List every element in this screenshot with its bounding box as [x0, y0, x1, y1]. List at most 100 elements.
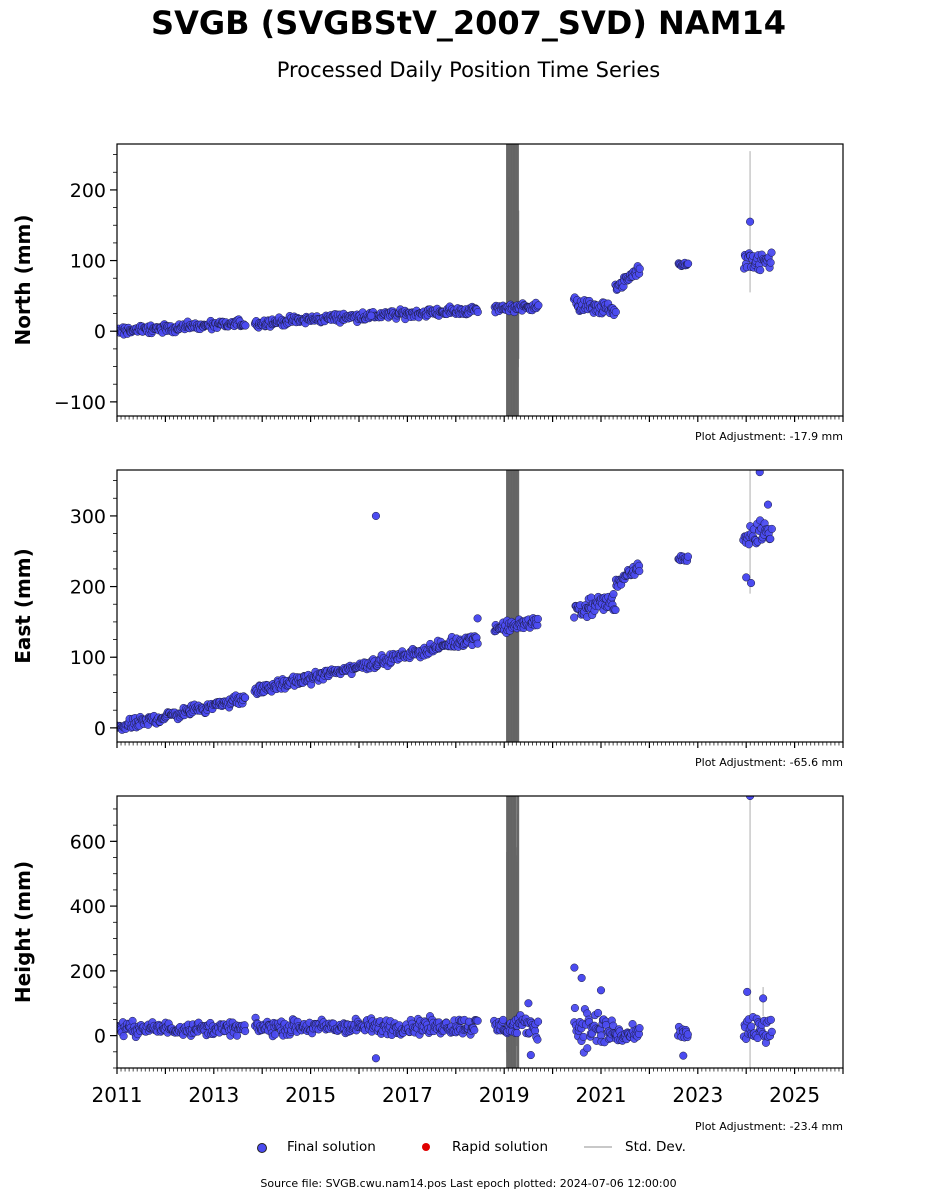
data-point: [533, 1035, 542, 1044]
outlier-point: [755, 470, 764, 477]
plot-area: [117, 470, 776, 742]
x-tick-label: 2025: [769, 1083, 820, 1107]
y-axis-label: East (mm): [11, 548, 35, 664]
y-axis-label: North (mm): [11, 214, 35, 345]
x-tick-label: 2011: [92, 1083, 143, 1107]
x-tick-label: 2023: [672, 1083, 723, 1107]
data-point: [473, 639, 482, 648]
panel-1: −100 0 100 200 North (mm) Plot Adjustment: -1…: [11, 143, 844, 443]
data-point: [766, 534, 775, 543]
rapid-solution-label: Rapid solution: [452, 1139, 548, 1155]
data-point: [499, 1015, 508, 1024]
outlier-point: [742, 573, 751, 582]
outlier-point: [570, 963, 579, 972]
data-point: [241, 693, 250, 702]
x-tick-label: 2015: [285, 1083, 336, 1107]
y-tick-label: 0: [94, 718, 106, 740]
plot-adjustment-label: Plot Adjustment: -65.6 mm: [695, 756, 843, 769]
y-tick-label: 600: [70, 831, 106, 853]
y-tick-label: 0: [94, 321, 106, 343]
outlier-point: [577, 973, 586, 983]
plot-area: [117, 796, 776, 1068]
plot-area: [117, 144, 776, 416]
data-points: [117, 470, 776, 734]
outlier-point: [596, 986, 606, 995]
x-tick-label: 2019: [479, 1083, 530, 1107]
y-tick-label: 300: [70, 506, 106, 528]
outlier-point: [763, 500, 773, 509]
data-point: [611, 605, 620, 615]
data-point: [570, 613, 579, 622]
data-point: [635, 264, 644, 273]
data-point: [593, 1008, 603, 1017]
panel-3: 0 200 400 600 2011 2013 2015 2017 2019 2021 2023 20…: [11, 795, 844, 1133]
outlier-point: [746, 578, 756, 588]
y-tick-label: 100: [70, 647, 106, 669]
data-point: [241, 321, 250, 330]
x-tick-label: 2017: [382, 1083, 433, 1107]
data-points: [117, 217, 776, 339]
data-point: [766, 1015, 775, 1024]
data-point: [241, 1027, 250, 1036]
x-tick-label: 2021: [576, 1083, 627, 1107]
y-tick-label: 200: [70, 180, 106, 202]
data-point: [767, 524, 776, 533]
data-point: [766, 258, 775, 267]
data-point: [470, 1026, 479, 1035]
outlier-point: [367, 311, 376, 320]
outlier-point: [524, 999, 533, 1008]
outlier-point: [526, 1050, 535, 1060]
y-axis-label: Height (mm): [11, 861, 35, 1003]
y-tick-label: 200: [70, 577, 106, 599]
outlier-point: [371, 511, 380, 520]
data-point: [747, 1022, 756, 1031]
data-point: [609, 590, 618, 599]
x-tick-label: 2013: [188, 1083, 239, 1107]
y-tick-label: 400: [70, 896, 106, 918]
data-point: [271, 1030, 280, 1039]
plot-adjustment-label: Plot Adjustment: -17.9 mm: [695, 430, 843, 443]
outlier-point: [679, 1051, 688, 1060]
data-point: [635, 567, 644, 576]
outlier-point: [473, 614, 482, 623]
outlier-point: [746, 217, 755, 226]
data-point: [684, 259, 693, 268]
y-tick-label: −100: [54, 392, 106, 414]
data-point: [683, 1030, 692, 1039]
data-point: [534, 1017, 543, 1026]
final-solution-marker: [257, 1143, 267, 1153]
data-point: [635, 1024, 644, 1033]
data-point: [611, 307, 620, 317]
chart-subtitle: Processed Daily Position Time Series: [276, 58, 661, 82]
data-point: [533, 614, 542, 623]
panel-2: 0 100 200 300 East (mm) Plot Adjustment: -65.…: [11, 469, 844, 769]
y-tick-label: 100: [70, 251, 106, 273]
data-point: [756, 266, 765, 275]
legend: Final solution Rapid solution Std. Dev.: [0, 1138, 937, 1158]
plot-adjustment-label: Plot Adjustment: -23.4 mm: [695, 1120, 843, 1133]
data-point: [473, 1016, 482, 1025]
chart-title: SVGB (SVGBStV_2007_SVD) NAM14: [151, 4, 786, 42]
data-point: [767, 248, 776, 257]
data-point: [583, 1044, 592, 1053]
outlier-point: [743, 987, 752, 996]
std-dev-marker: [584, 1146, 612, 1148]
data-point: [473, 307, 482, 317]
data-points: [117, 796, 776, 1063]
data-point: [579, 1032, 588, 1041]
data-point: [570, 1003, 579, 1013]
std-dev-label: Std. Dev.: [625, 1139, 686, 1155]
source-footer: Source file: SVGB.cwu.nam14.pos Last epo…: [260, 1177, 677, 1190]
data-point: [534, 301, 543, 310]
outlier-point: [759, 994, 768, 1003]
final-solution-label: Final solution: [287, 1139, 376, 1155]
y-tick-label: 200: [70, 961, 106, 983]
panel-frame: [116, 143, 844, 417]
y-tick-label: 0: [94, 1026, 106, 1048]
outlier-point: [371, 1054, 380, 1063]
data-point: [119, 1032, 128, 1041]
rapid-solution-marker: [422, 1143, 430, 1151]
data-point: [512, 1028, 521, 1038]
data-point: [767, 1027, 776, 1036]
